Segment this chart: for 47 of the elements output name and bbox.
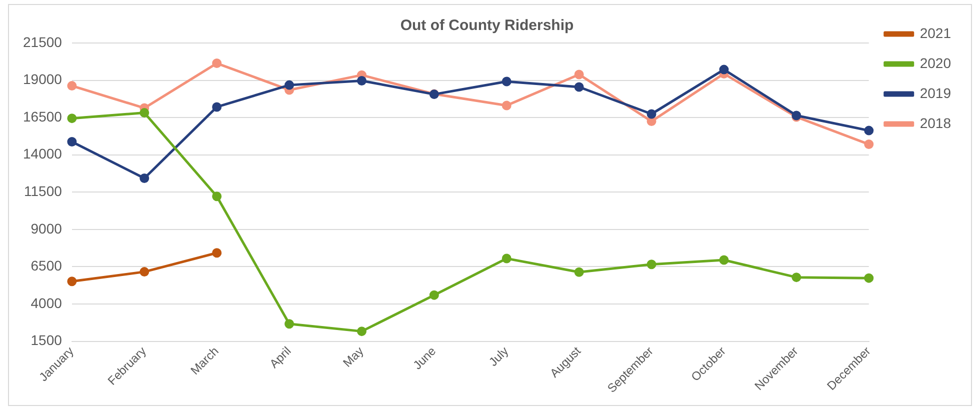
y-tick-label: 14000 [22, 146, 62, 162]
point [646, 109, 656, 119]
x-tick-label: July [486, 344, 512, 369]
point [574, 82, 584, 92]
point [212, 58, 222, 68]
point [212, 102, 222, 112]
point [356, 326, 366, 336]
y-tick-label: 1500 [30, 332, 62, 348]
point [429, 290, 439, 300]
point [792, 272, 802, 282]
legend-label: 2020 [920, 54, 952, 71]
point [574, 70, 584, 80]
point [212, 192, 222, 202]
point [284, 319, 294, 329]
point [502, 254, 512, 264]
point [502, 76, 512, 86]
point [864, 273, 874, 283]
point [502, 100, 512, 110]
point [212, 248, 222, 258]
point [67, 276, 77, 286]
point [140, 267, 150, 277]
y-tick-label: 6500 [30, 258, 62, 274]
point [864, 140, 874, 150]
point [67, 81, 77, 91]
chart-title: Out of County Ridership [400, 17, 574, 34]
point [356, 76, 366, 86]
point [284, 80, 294, 90]
point [574, 267, 584, 277]
y-tick-label: 21500 [22, 34, 62, 50]
y-tick-label: 19000 [22, 71, 62, 88]
point [67, 114, 77, 124]
point [67, 136, 77, 146]
point [140, 174, 150, 184]
point [719, 255, 729, 265]
legend-label: 2019 [920, 84, 952, 101]
y-tick-label: 11500 [24, 183, 62, 200]
y-tick-label: 16500 [22, 108, 62, 124]
point [140, 108, 150, 118]
legend-label: 2018 [920, 114, 952, 131]
legend-label: 2021 [920, 24, 952, 41]
point [646, 260, 656, 270]
point [719, 64, 729, 74]
point [864, 126, 874, 136]
point [646, 116, 656, 126]
x-tick-label: May [340, 344, 366, 370]
y-tick-label: 9000 [30, 220, 62, 236]
y-tick-label: 4000 [30, 294, 62, 311]
